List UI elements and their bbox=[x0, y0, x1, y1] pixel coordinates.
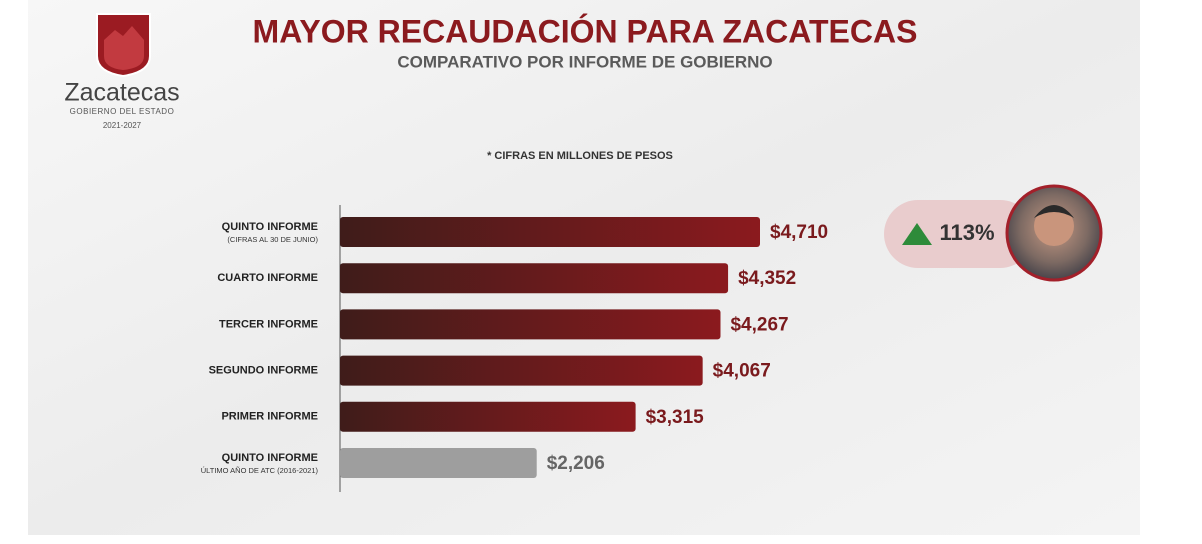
category-label: TERCER INFORME bbox=[219, 318, 318, 330]
title: MAYOR RECAUDACIÓN PARA ZACATECAS bbox=[253, 13, 918, 49]
portrait-face bbox=[1034, 206, 1074, 246]
subtitle: COMPARATIVO POR INFORME DE GOBIERNO bbox=[397, 52, 772, 71]
category-label: QUINTO INFORME bbox=[222, 452, 318, 464]
badge-label: 113% bbox=[939, 220, 994, 245]
bar bbox=[340, 217, 760, 247]
logo-line: GOBIERNO DEL ESTADO bbox=[70, 107, 175, 116]
up-arrow bbox=[902, 223, 932, 245]
note: * CIFRAS EN MILLONES DE PESOS bbox=[487, 150, 673, 162]
value-label: $4,267 bbox=[730, 314, 788, 335]
category-label: SEGUNDO INFORME bbox=[209, 365, 318, 377]
value-label: $2,206 bbox=[547, 453, 605, 474]
logo-detail bbox=[104, 26, 144, 70]
logo-name: Zacatecas bbox=[64, 79, 179, 107]
logo-line: 2021-2027 bbox=[103, 121, 142, 130]
value-label: $4,067 bbox=[713, 361, 771, 382]
category-sublabel: (CIFRAS AL 30 DE JUNIO) bbox=[227, 235, 318, 244]
value-label: $4,352 bbox=[738, 268, 796, 289]
bar bbox=[340, 309, 721, 340]
value-label: $4,710 bbox=[770, 222, 828, 243]
bar bbox=[340, 401, 636, 432]
badge bbox=[884, 200, 1034, 268]
bar bbox=[340, 448, 537, 478]
portrait-hair bbox=[1034, 205, 1074, 218]
category-label: PRIMER INFORME bbox=[221, 411, 318, 423]
category-sublabel: ÚLTIMO AÑO DE ATC (2016-2021) bbox=[201, 466, 319, 475]
bar bbox=[340, 263, 729, 294]
category-label: QUINTO INFORME bbox=[222, 221, 318, 233]
bar bbox=[340, 355, 703, 386]
category-label: CUARTO INFORME bbox=[217, 272, 318, 284]
value-label: $3,315 bbox=[646, 407, 705, 428]
